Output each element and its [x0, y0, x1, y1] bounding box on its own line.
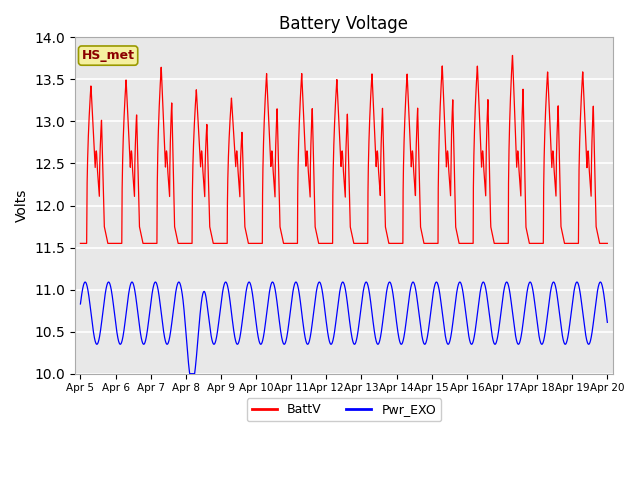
Y-axis label: Volts: Volts — [15, 189, 29, 222]
Text: HS_met: HS_met — [82, 49, 134, 62]
Legend: BattV, Pwr_EXO: BattV, Pwr_EXO — [246, 398, 441, 421]
Title: Battery Voltage: Battery Voltage — [280, 15, 408, 33]
